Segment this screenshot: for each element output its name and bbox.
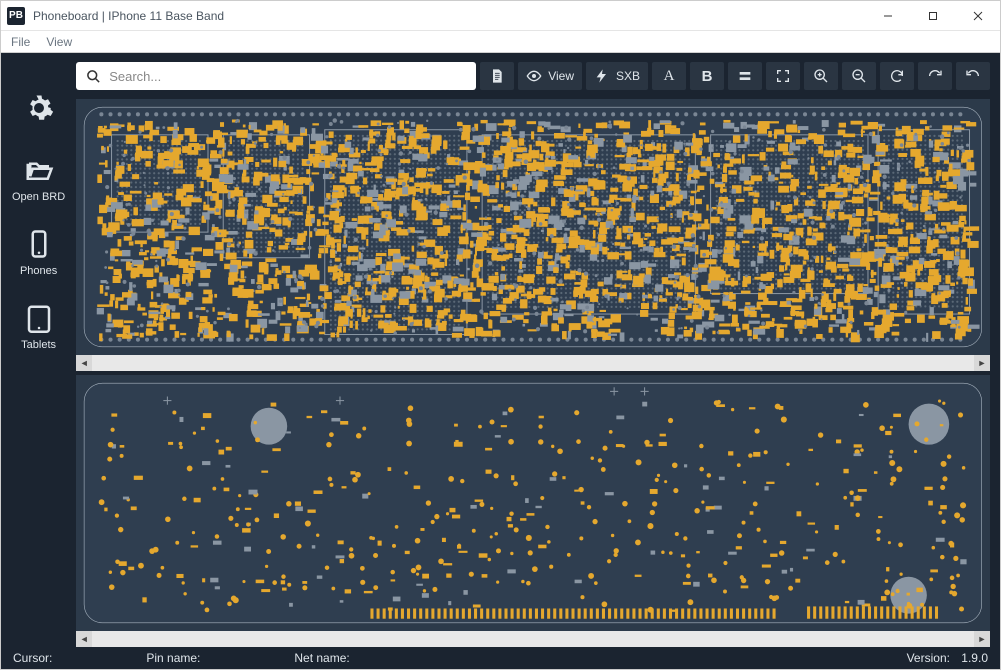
toolbar: View SXB A B xyxy=(76,53,1000,93)
status-version: 1.9.0 xyxy=(961,651,988,665)
tool-zoom-out[interactable] xyxy=(842,62,876,90)
status-cursor: Cursor: xyxy=(13,651,52,665)
sidebar-item-open[interactable]: Open BRD xyxy=(1,155,76,203)
menu-file[interactable]: File xyxy=(11,35,30,49)
sidebar: Open BRD Phones Tablets xyxy=(1,53,76,647)
board-pane-top[interactable]: ◄ ► xyxy=(76,99,990,371)
letter-b: B xyxy=(702,68,713,85)
board-view-top[interactable] xyxy=(76,99,990,355)
zoom-in-icon xyxy=(813,68,829,84)
tool-layers[interactable] xyxy=(728,62,762,90)
sidebar-item-tablets[interactable]: Tablets xyxy=(1,303,76,351)
status-version-label: Version: xyxy=(907,651,950,665)
scroll-right-icon[interactable]: ► xyxy=(974,355,990,371)
search-icon xyxy=(86,69,101,84)
scrollbar-horizontal[interactable]: ◄ ► xyxy=(76,631,990,647)
menubar: File View xyxy=(1,31,1000,53)
board-view-bottom[interactable] xyxy=(76,375,990,631)
maximize-button[interactable] xyxy=(910,1,955,31)
phone-icon xyxy=(24,229,54,259)
sidebar-item-label: Open BRD xyxy=(12,191,65,203)
tool-document[interactable] xyxy=(480,62,514,90)
search-box[interactable] xyxy=(76,62,476,90)
tool-font-a[interactable]: A xyxy=(652,62,686,90)
layers-icon xyxy=(737,68,753,84)
scroll-left-icon[interactable]: ◄ xyxy=(76,631,92,647)
gear-icon xyxy=(24,93,54,123)
fit-icon xyxy=(775,68,791,84)
tool-zoom-in[interactable] xyxy=(804,62,838,90)
refresh-icon xyxy=(889,68,905,84)
tool-undo[interactable] xyxy=(956,62,990,90)
tool-sxb-label: SXB xyxy=(616,69,640,83)
redo-icon xyxy=(927,68,943,84)
scroll-left-icon[interactable]: ◄ xyxy=(76,355,92,371)
sidebar-item-phones[interactable]: Phones xyxy=(1,229,76,277)
sidebar-item-label: Phones xyxy=(20,265,57,277)
tool-font-b[interactable]: B xyxy=(690,62,724,90)
tool-sxb[interactable]: SXB xyxy=(586,62,648,90)
scroll-right-icon[interactable]: ► xyxy=(974,631,990,647)
eye-icon xyxy=(526,68,542,84)
bolt-icon xyxy=(594,68,610,84)
board-pane-bottom[interactable]: ◄ ► xyxy=(76,375,990,647)
scrollbar-horizontal[interactable]: ◄ ► xyxy=(76,355,990,371)
tool-view-label: View xyxy=(548,69,574,83)
tool-redo[interactable] xyxy=(918,62,952,90)
tool-view[interactable]: View xyxy=(518,62,582,90)
window-title: Phoneboard | IPhone 11 Base Band xyxy=(33,9,865,23)
zoom-out-icon xyxy=(851,68,867,84)
statusbar: Cursor: Pin name: Net name: Version: 1.9… xyxy=(1,647,1000,669)
titlebar: PB Phoneboard | IPhone 11 Base Band xyxy=(1,1,1000,31)
tool-fit[interactable] xyxy=(766,62,800,90)
close-button[interactable] xyxy=(955,1,1000,31)
undo-icon xyxy=(965,68,981,84)
document-icon xyxy=(489,68,505,84)
folder-open-icon xyxy=(24,155,54,185)
menu-view[interactable]: View xyxy=(46,35,72,49)
sidebar-item-label: Tablets xyxy=(21,339,56,351)
status-netname: Net name: xyxy=(294,651,349,665)
sidebar-item-settings[interactable] xyxy=(1,93,76,129)
minimize-button[interactable] xyxy=(865,1,910,31)
status-pinname: Pin name: xyxy=(146,651,200,665)
search-input[interactable] xyxy=(109,69,466,84)
viewer: ◄ ► ◄ ► xyxy=(76,93,1000,647)
app-logo: PB xyxy=(7,7,25,25)
letter-a: A xyxy=(664,68,675,85)
tool-refresh[interactable] xyxy=(880,62,914,90)
tablet-icon xyxy=(24,303,54,333)
